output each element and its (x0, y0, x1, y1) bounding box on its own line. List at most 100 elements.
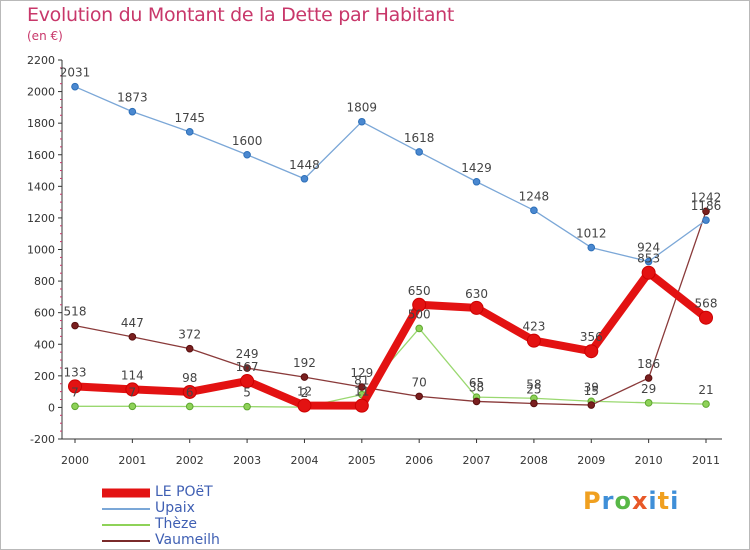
data-point (702, 207, 710, 216)
data-label: 192 (293, 356, 316, 370)
data-point (415, 148, 423, 156)
data-point (68, 379, 82, 394)
data-point (702, 216, 710, 224)
data-point (71, 402, 79, 411)
data-point (125, 382, 140, 397)
data-label: 1186 (691, 199, 722, 213)
x-tick-label: 2006 (405, 454, 433, 467)
data-label: 518 (64, 305, 87, 319)
data-point (243, 150, 251, 159)
data-label: 133 (64, 365, 87, 379)
data-label: 7 (129, 385, 137, 399)
data-point (297, 398, 312, 413)
data-label: 186 (637, 357, 660, 371)
logo-letter: P (583, 487, 602, 515)
data-label: 38 (469, 380, 484, 394)
data-label: 5 (243, 386, 251, 400)
data-label: 924 (637, 241, 660, 255)
y-tick-label: 1800 (27, 117, 55, 130)
chart-subtitle: (en €) (27, 29, 63, 43)
legend-label-vaumeilh: Vaumeilh (155, 532, 220, 548)
y-tick-label: 200 (34, 370, 55, 383)
data-point (469, 300, 484, 315)
data-label: 1600 (232, 134, 263, 148)
data-label: 98 (182, 371, 197, 385)
y-tick-label: -200 (30, 433, 55, 446)
legend-label-le-poet: LE POëT (155, 484, 213, 500)
logo-letter: t (657, 487, 671, 515)
data-label: 356 (580, 330, 603, 344)
data-point (530, 206, 538, 215)
data-label: 1809 (347, 101, 378, 115)
data-point (185, 402, 194, 411)
y-tick-label: 1000 (27, 244, 55, 257)
x-tick-label: 2007 (463, 454, 491, 467)
logo-letter: i (670, 487, 680, 515)
x-tick-label: 2000 (61, 454, 89, 467)
y-tick-label: 400 (34, 338, 55, 351)
data-label: 7 (71, 385, 79, 399)
data-label: 70 (412, 375, 427, 389)
data-point (641, 265, 656, 280)
data-label: 21 (698, 383, 713, 397)
y-tick-label: 600 (34, 307, 55, 320)
x-tick-label: 2003 (233, 454, 261, 467)
data-point (702, 400, 710, 408)
proxiti-logo: Proxiti (583, 487, 679, 515)
data-label: 568 (695, 297, 718, 311)
data-label: 114 (121, 368, 144, 382)
data-label: 81 (354, 374, 369, 388)
data-point (584, 344, 599, 359)
logo-letter: o (614, 487, 632, 515)
data-label: 1618 (404, 131, 435, 145)
x-tick-label: 2010 (635, 454, 663, 467)
data-label: 11 (354, 385, 369, 399)
data-point (415, 392, 423, 401)
data-label: 2 (301, 386, 309, 400)
data-label: 29 (641, 382, 656, 396)
data-point (472, 177, 481, 186)
x-tick-label: 2004 (290, 454, 318, 467)
data-label: 423 (522, 320, 545, 334)
data-point (644, 374, 653, 382)
data-point (354, 398, 369, 413)
legend-label-upaix: Upaix (155, 500, 195, 516)
series-line-0 (74, 268, 709, 410)
x-tick-label: 2008 (520, 454, 548, 467)
data-point (587, 401, 596, 409)
data-label: 167 (236, 360, 259, 374)
y-tick-label: 2200 (27, 54, 55, 67)
data-point (644, 399, 653, 407)
data-point (185, 128, 194, 136)
data-label: 1448 (289, 158, 320, 172)
data-label: 1745 (174, 111, 205, 125)
data-point (526, 333, 541, 348)
data-point (358, 383, 366, 391)
data-point (300, 174, 309, 183)
data-point (243, 364, 251, 372)
data-point (71, 321, 79, 330)
data-label: 853 (637, 252, 660, 266)
logo-letter: i (648, 487, 658, 515)
data-point (128, 107, 137, 116)
x-tick-label: 2002 (176, 454, 204, 467)
data-point (644, 257, 653, 266)
data-label: 447 (121, 316, 144, 330)
data-label: 2031 (60, 66, 91, 80)
data-point (699, 310, 713, 325)
y-tick-label: 1200 (27, 212, 55, 225)
data-label: 650 (408, 284, 431, 298)
logo-letter: r (601, 487, 615, 515)
x-tick-label: 2011 (692, 454, 720, 467)
data-point (185, 344, 194, 353)
data-label: 1242 (691, 190, 722, 204)
data-label: 249 (236, 347, 259, 361)
data-label: 6 (186, 385, 194, 399)
data-point (587, 243, 596, 252)
data-label: 1429 (461, 161, 492, 175)
data-point (472, 397, 481, 406)
data-point (128, 402, 137, 411)
data-point (412, 297, 427, 312)
